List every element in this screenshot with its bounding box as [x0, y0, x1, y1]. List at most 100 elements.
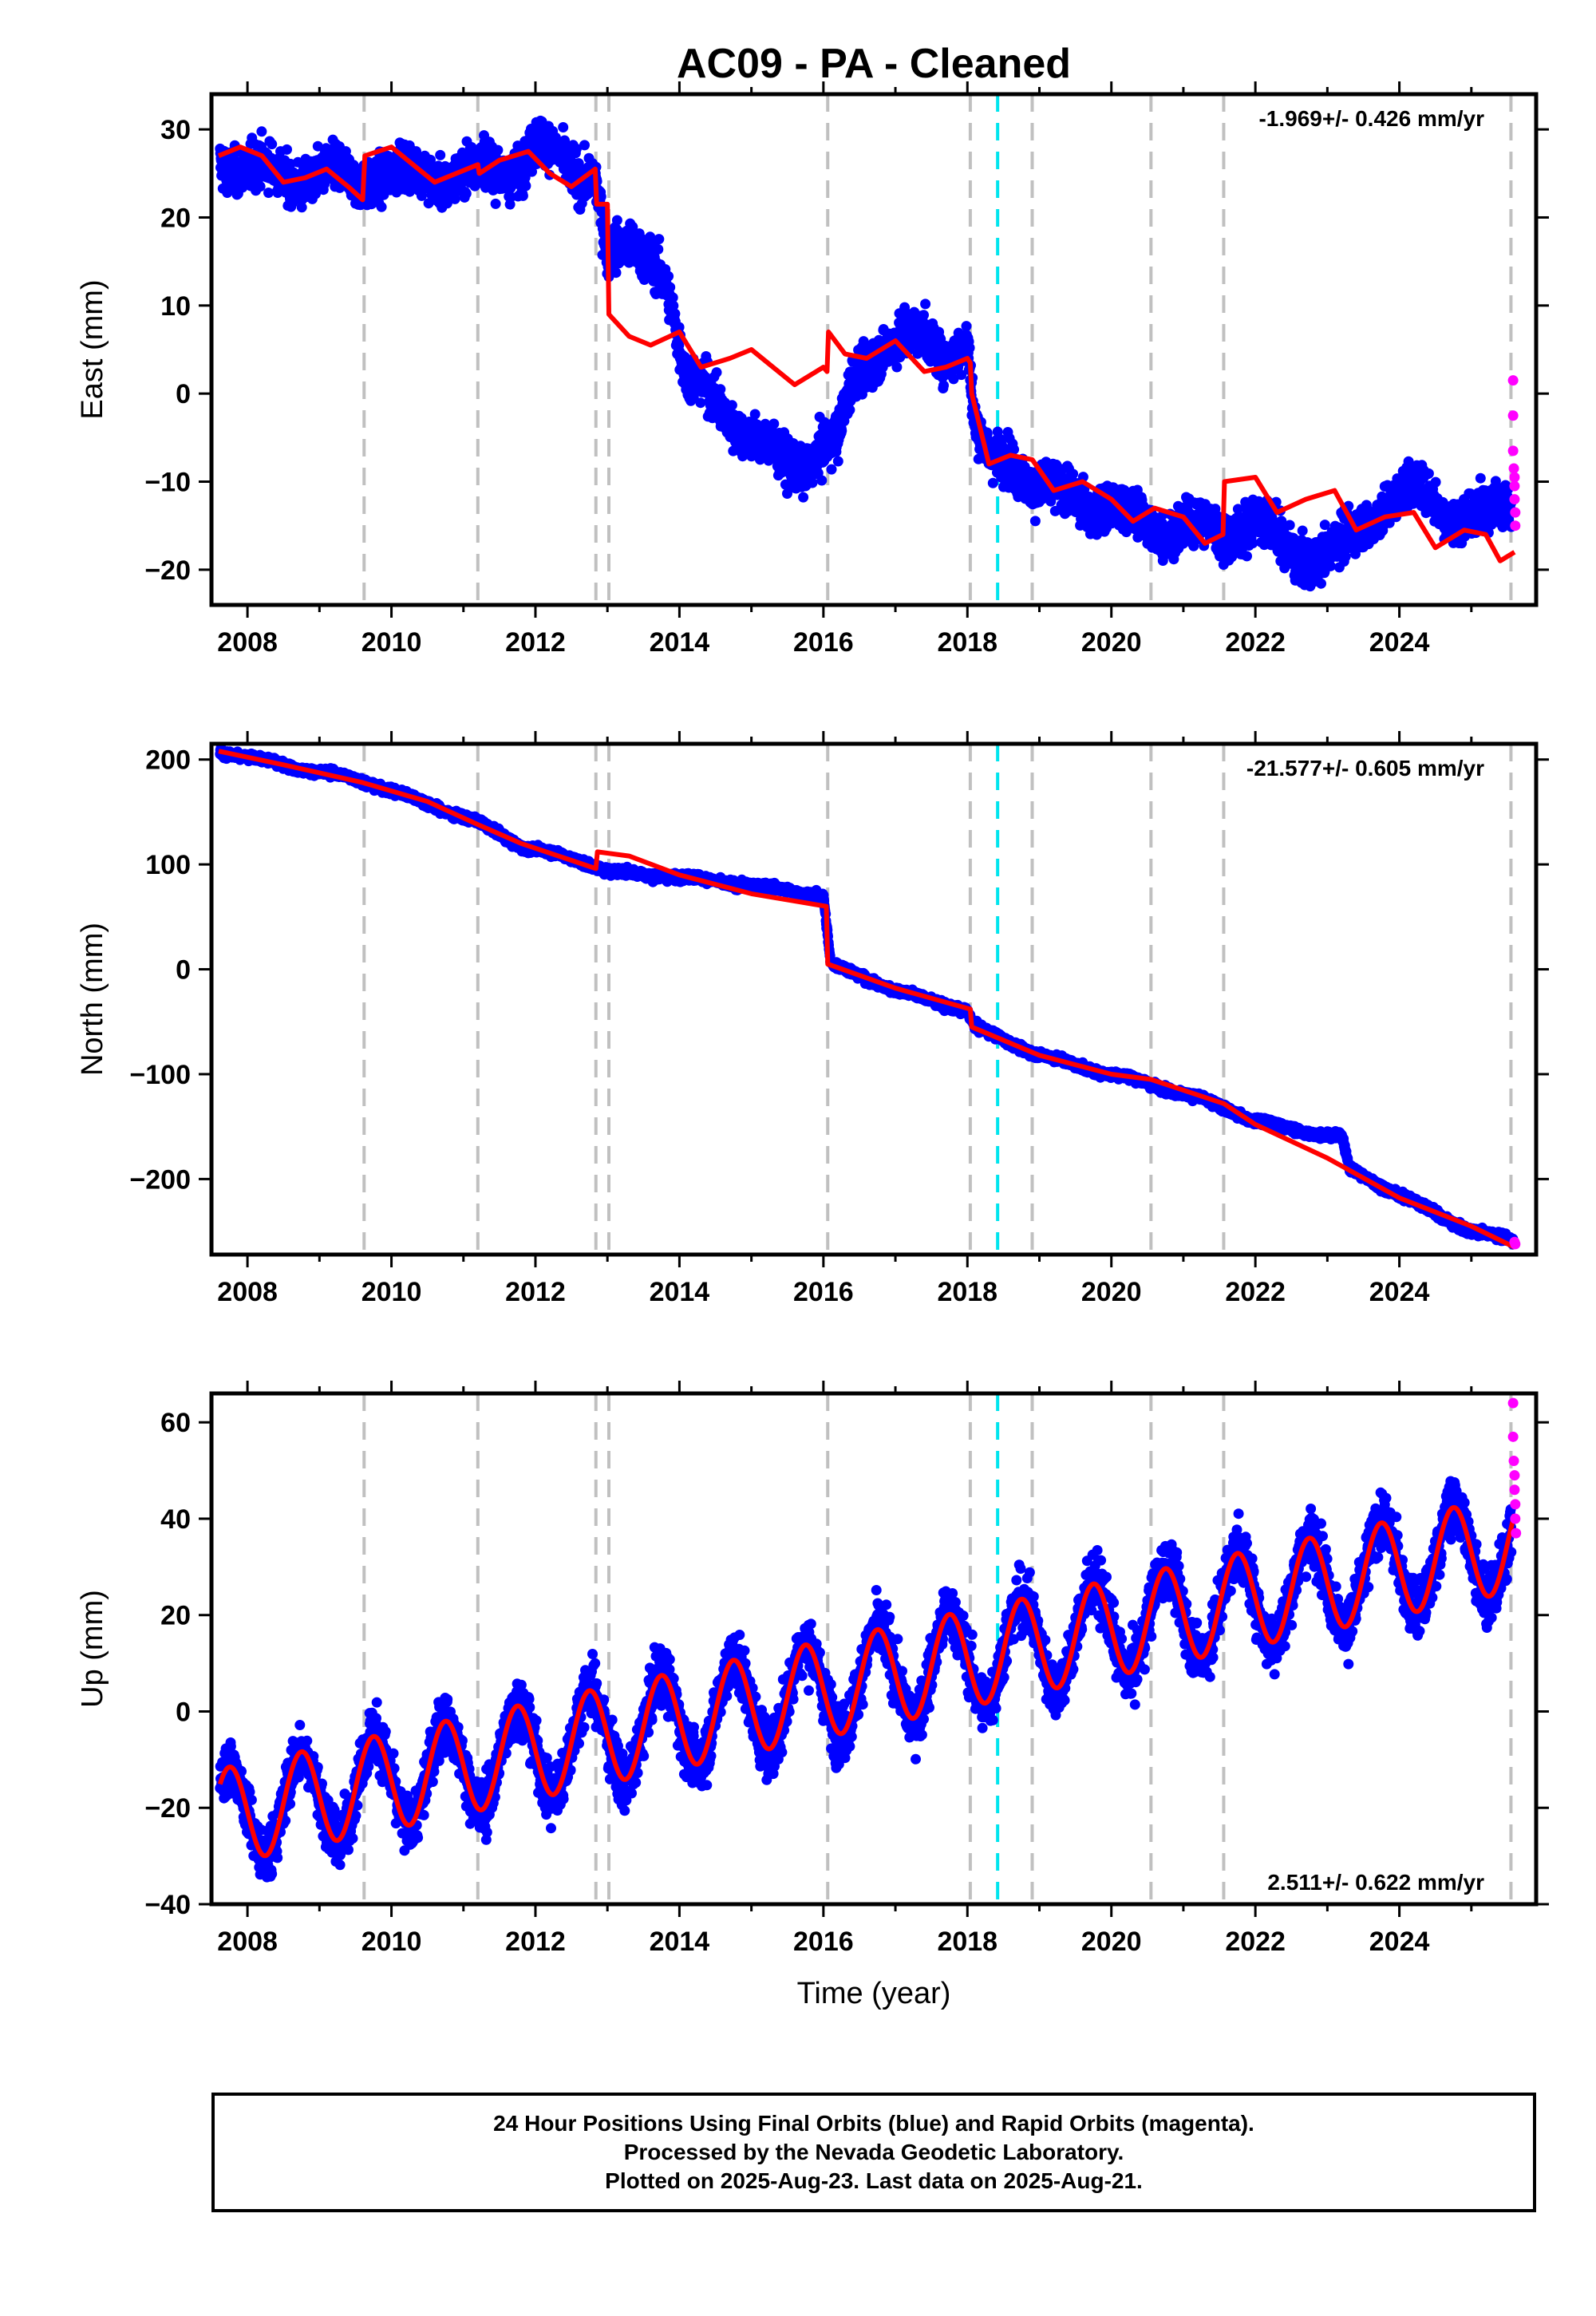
- final-orbit-point: [255, 181, 266, 192]
- final-orbit-point: [938, 380, 949, 391]
- rapid-orbit-point: [1507, 445, 1519, 456]
- panel-east: 2008 2010 2012 2014 2016 2018 2020 2022 2024−20−…: [76, 81, 1549, 658]
- final-orbit-point: [492, 144, 504, 156]
- rapid-orbit-point: [1509, 480, 1520, 492]
- panels: 2008 2010 2012 2014 2016 2018 2020 2022 2024−20−…: [76, 81, 1549, 2010]
- y-tick-label: −10: [144, 468, 191, 498]
- plot-area: [215, 744, 1521, 1255]
- final-orbit-point: [826, 464, 837, 475]
- rapid-orbit-point: [1510, 507, 1521, 518]
- final-orbit-point: [891, 362, 903, 373]
- y-tick-label: 10: [160, 291, 191, 322]
- final-orbit-point: [1430, 476, 1441, 488]
- final-orbit-point: [1077, 472, 1088, 483]
- final-orbit-point: [798, 492, 809, 503]
- final-orbit-point: [1045, 496, 1057, 507]
- final-orbit-point: [520, 180, 531, 192]
- final-orbit-point: [956, 370, 967, 381]
- final-orbit-point: [667, 292, 678, 303]
- final-orbit-points: [215, 115, 1517, 592]
- final-orbit-point: [282, 144, 292, 155]
- final-orbit-point: [1242, 551, 1252, 562]
- final-orbit-point: [460, 188, 472, 199]
- final-orbit-point: [948, 373, 959, 385]
- final-orbit-point: [1423, 468, 1434, 479]
- y-axis-label: East (mm): [76, 279, 109, 419]
- final-orbit-point: [749, 409, 760, 420]
- rapid-orbit-point: [1507, 375, 1519, 386]
- chart-title: AC09 - PA - Cleaned: [677, 41, 1071, 87]
- final-orbit-point: [670, 308, 681, 319]
- x-tick-label: 2020: [1081, 627, 1142, 658]
- x-tick-label: 2022: [1225, 627, 1286, 658]
- final-orbit-point: [665, 282, 676, 293]
- final-orbit-point: [517, 190, 528, 201]
- final-orbit-point: [627, 221, 638, 232]
- final-orbit-point: [920, 298, 931, 310]
- final-orbit-point: [715, 384, 726, 395]
- final-orbit-point: [668, 300, 679, 311]
- final-orbit-point: [663, 271, 674, 282]
- final-orbit-point: [312, 140, 323, 152]
- final-orbit-point: [768, 418, 780, 429]
- final-orbit-point: [832, 456, 843, 467]
- x-tick-label: 2012: [505, 627, 566, 658]
- rapid-orbit-point: [1507, 410, 1519, 421]
- final-orbit-point: [611, 215, 622, 226]
- final-orbit-point: [711, 367, 722, 378]
- final-orbit-point: [267, 139, 278, 150]
- final-orbit-point: [654, 234, 665, 245]
- final-orbit-point: [695, 397, 706, 409]
- final-orbit-point: [416, 190, 427, 201]
- x-tick-label: 2008: [217, 627, 278, 658]
- final-orbit-point: [807, 477, 818, 488]
- final-orbit-point: [782, 488, 792, 499]
- final-orbit-point: [1297, 525, 1308, 536]
- final-orbit-point: [1068, 468, 1079, 480]
- final-orbit-point: [256, 126, 267, 137]
- final-orbit-point: [441, 198, 452, 209]
- rapid-orbit-point: [1508, 463, 1519, 474]
- final-orbit-points: [215, 744, 1519, 1250]
- plot-area: [215, 94, 1521, 605]
- x-tick-label: 2014: [650, 627, 710, 658]
- final-orbit-point: [449, 193, 460, 204]
- panel-north: 2008 2010 2012 2014 2016 2018 2020 2022 2024−200…: [76, 731, 1549, 1307]
- final-orbit-point: [987, 477, 998, 488]
- final-orbit-point: [376, 201, 387, 212]
- final-orbit-point: [961, 321, 972, 332]
- final-orbit-point: [1475, 472, 1486, 484]
- final-orbit-point: [1029, 516, 1041, 527]
- rapid-orbit-point: [1510, 520, 1521, 532]
- x-tick-label: 2018: [937, 627, 998, 658]
- final-orbit-point: [263, 188, 274, 198]
- final-orbit-point: [571, 144, 582, 154]
- y-tick-label: 30: [160, 115, 191, 145]
- final-orbit-point: [435, 149, 446, 160]
- y-tick-label: −20: [144, 555, 191, 586]
- x-tick-label: 2016: [793, 627, 854, 658]
- rapid-orbit-point: [1509, 494, 1520, 505]
- final-orbit-point: [579, 140, 590, 151]
- velocity-rate-label: -1.969+/- 0.426 mm/yr: [1258, 106, 1484, 131]
- final-orbit-point: [674, 322, 685, 333]
- final-orbit-point: [836, 425, 847, 437]
- final-orbit-point: [816, 475, 828, 486]
- final-orbit-point: [844, 405, 855, 416]
- final-orbit-point: [296, 202, 307, 213]
- final-orbit-point: [1284, 520, 1295, 531]
- x-tick-label: 2024: [1369, 627, 1430, 658]
- final-orbit-point: [558, 122, 569, 132]
- y-tick-label: 0: [176, 379, 191, 409]
- final-orbit-point: [1316, 578, 1326, 589]
- final-orbit-point: [918, 310, 929, 321]
- final-orbit-point: [964, 342, 975, 354]
- y-tick-label: 20: [160, 203, 191, 233]
- final-orbit-point: [490, 198, 501, 209]
- final-orbit-point: [653, 243, 664, 255]
- x-tick-label: 2010: [361, 627, 422, 658]
- final-orbit-point: [726, 400, 737, 411]
- final-orbit-point: [1009, 444, 1020, 455]
- final-orbit-point: [610, 267, 622, 279]
